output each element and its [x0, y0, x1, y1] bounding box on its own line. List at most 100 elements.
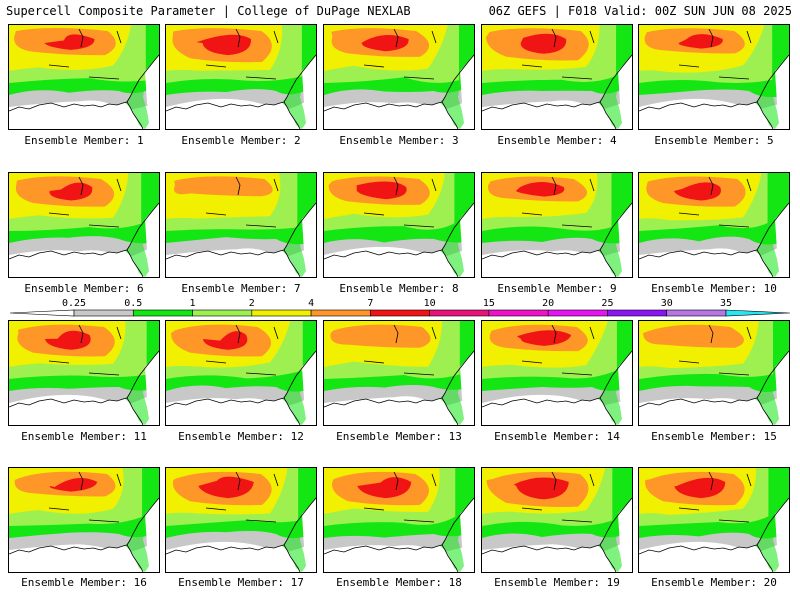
florida-land	[125, 524, 149, 572]
coastline	[126, 497, 159, 546]
parameter-contour-fill	[330, 324, 431, 348]
coastline	[639, 101, 774, 129]
coastline	[9, 249, 144, 277]
coastline	[126, 202, 159, 251]
coastline	[205, 28, 279, 80]
coastline	[324, 397, 459, 425]
ensemble-map-panel	[323, 467, 475, 573]
parameter-contour-fill	[520, 33, 567, 54]
coastline	[639, 249, 774, 277]
ensemble-member-label: Ensemble Member: 10	[651, 282, 777, 295]
florida-land	[125, 81, 149, 129]
ensemble-member-label: Ensemble Member: 14	[494, 430, 620, 443]
coastline	[166, 397, 301, 425]
map-title: Supercell Composite Parameter | College …	[6, 4, 411, 18]
gulf-water	[324, 398, 474, 425]
coastline	[126, 350, 159, 399]
florida-land	[440, 229, 464, 277]
color-scale-bin	[310, 309, 371, 317]
ensemble-member-label: Ensemble Member: 15	[651, 430, 777, 443]
ensemble-map-panel	[323, 172, 475, 278]
color-scale-upper-arrow	[725, 309, 791, 317]
color-scale-bin	[132, 309, 193, 317]
color-scale-bin	[251, 309, 312, 317]
coastline	[324, 101, 459, 129]
parameter-contour-fill	[173, 176, 273, 197]
coastline	[756, 497, 789, 546]
ensemble-map-panel	[165, 320, 317, 426]
ensemble-map-panel	[8, 320, 160, 426]
ensemble-member-label: Ensemble Member: 5	[654, 134, 774, 147]
ensemble-member-label: Ensemble Member: 7	[181, 282, 301, 295]
atlantic-water	[145, 498, 159, 572]
coastline	[756, 54, 789, 103]
florida-land	[440, 377, 464, 425]
color-scale-tick-label: 0.5	[124, 298, 143, 309]
ensemble-member-label: Ensemble Member: 1	[24, 134, 144, 147]
color-scale-bar	[9, 309, 791, 317]
coastline	[482, 249, 617, 277]
ensemble-member-label: Ensemble Member: 3	[339, 134, 459, 147]
coastline	[639, 544, 774, 572]
coastline	[756, 350, 789, 399]
atlantic-water	[775, 351, 789, 425]
gulf-water	[166, 250, 316, 277]
florida-land	[440, 81, 464, 129]
ensemble-member-label: Ensemble Member: 20	[651, 576, 777, 589]
gulf-water	[166, 398, 316, 425]
ensemble-map-panel	[323, 320, 475, 426]
parameter-contour-fill	[44, 330, 91, 350]
coastline	[441, 497, 474, 546]
atlantic-water	[302, 351, 316, 425]
parameter-contour-fill	[673, 182, 721, 201]
coastline	[678, 176, 752, 228]
ensemble-member-label: Ensemble Member: 4	[497, 134, 617, 147]
ensemble-member-label: Ensemble Member: 17	[178, 576, 304, 589]
atlantic-water	[775, 203, 789, 277]
parameter-contour-fill	[356, 181, 407, 200]
coastline	[205, 324, 279, 376]
coastline	[521, 176, 595, 228]
color-scale-tick-label: 20	[542, 298, 555, 309]
coastline	[482, 397, 617, 425]
ensemble-map-panel	[8, 467, 160, 573]
coastline	[126, 54, 159, 103]
color-scale-bin	[370, 309, 430, 317]
coastline	[639, 397, 774, 425]
coastline	[678, 28, 752, 80]
florida-land	[282, 524, 306, 572]
atlantic-water	[618, 498, 632, 572]
coastline	[166, 101, 301, 129]
atlantic-water	[460, 203, 474, 277]
coastline	[48, 176, 122, 228]
gulf-water	[324, 250, 474, 277]
coastline	[363, 28, 437, 80]
coastline	[166, 544, 301, 572]
atlantic-water	[618, 351, 632, 425]
florida-land	[755, 81, 779, 129]
coastline	[678, 324, 752, 376]
gulf-water	[639, 102, 789, 129]
atlantic-water	[302, 203, 316, 277]
color-scale-tick-label: 1	[189, 298, 196, 309]
ensemble-member-label: Ensemble Member: 12	[178, 430, 304, 443]
ensemble-map-panel	[165, 24, 317, 130]
florida-land	[282, 229, 306, 277]
coastline	[599, 497, 632, 546]
coastline	[205, 471, 279, 523]
atlantic-water	[302, 55, 316, 129]
coastline	[205, 176, 279, 228]
color-scale-lower-arrow	[9, 309, 75, 317]
atlantic-water	[460, 498, 474, 572]
parameter-contour-fill	[196, 34, 252, 56]
gulf-water	[639, 250, 789, 277]
coastline	[9, 101, 144, 129]
coastline	[599, 54, 632, 103]
color-scale-bin	[192, 309, 253, 317]
color-scale-bin	[429, 309, 490, 317]
coastline	[9, 544, 144, 572]
gulf-water	[482, 545, 632, 572]
ensemble-member-label: Ensemble Member: 2	[181, 134, 301, 147]
coastline	[756, 202, 789, 251]
color-scale-tick-label: 0.25	[61, 298, 87, 309]
